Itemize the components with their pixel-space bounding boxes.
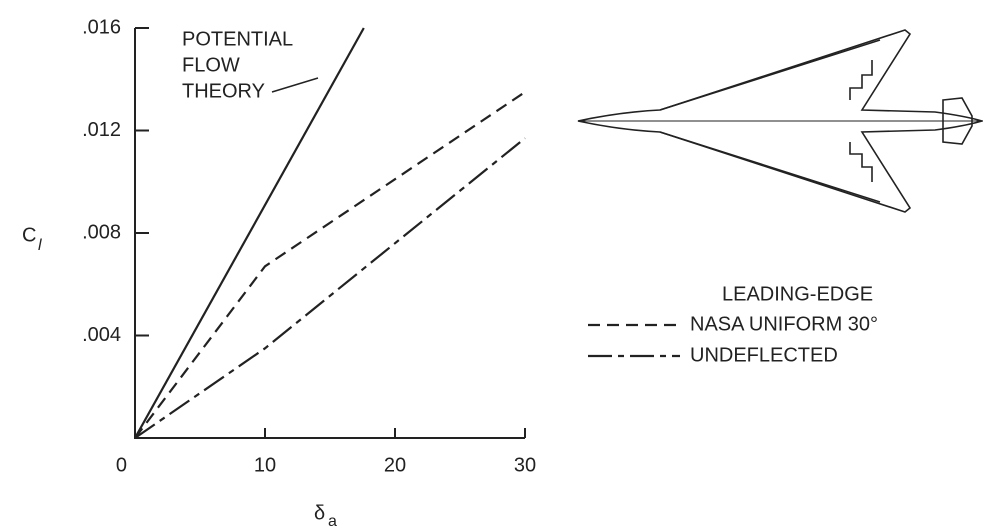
x-axis-label: δ bbox=[314, 502, 325, 524]
chart: C l δ a LEADING-EDGE 0 10 20 30 .004 .008 .012… bbox=[0, 0, 983, 531]
annotation: POTENTIAL bbox=[182, 28, 293, 50]
x-tick-label: 0 bbox=[116, 454, 127, 476]
series-line bbox=[135, 92, 525, 438]
y-tick-label: .016 bbox=[82, 16, 121, 38]
annotation: THEORY bbox=[182, 80, 265, 102]
legend-label: UNDEFLECTED bbox=[690, 344, 838, 366]
y-tick-label: .004 bbox=[82, 324, 121, 346]
annotation: FLOW bbox=[182, 54, 240, 76]
y-tick-label: .012 bbox=[82, 119, 121, 141]
annotation-leader bbox=[272, 78, 318, 92]
x-tick-label: 30 bbox=[514, 454, 536, 476]
y-tick-label: .008 bbox=[82, 221, 121, 243]
x-tick-label: 20 bbox=[384, 454, 406, 476]
airplane-planform bbox=[578, 30, 982, 212]
x-tick-label: 10 bbox=[254, 454, 276, 476]
y-axis-label-sub: l bbox=[38, 237, 42, 254]
series-line bbox=[135, 138, 525, 438]
legend-label: NASA UNIFORM 30° bbox=[690, 313, 878, 335]
x-axis-label-sub: a bbox=[328, 513, 337, 530]
y-axis-label: C bbox=[22, 224, 36, 246]
legend-title: LEADING-EDGE bbox=[722, 283, 873, 305]
